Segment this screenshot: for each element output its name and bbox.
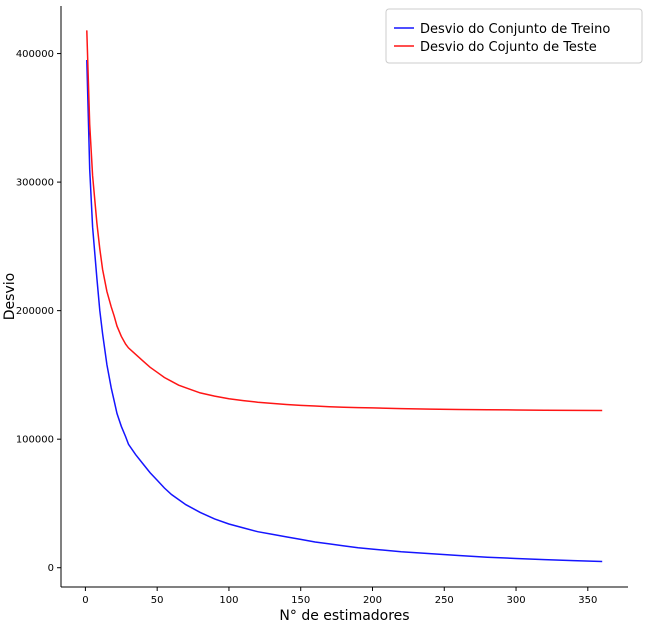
y-tick-label: 400000 [16, 49, 54, 60]
legend-label-train: Desvio do Conjunto de Treino [420, 22, 610, 37]
y-tick-label: 300000 [16, 178, 54, 189]
train-deviance-line [86, 59, 603, 563]
y-tick-label: 200000 [16, 306, 54, 317]
x-tick-label: 50 [151, 595, 164, 606]
x-tick-label: 250 [435, 595, 454, 606]
x-tick-label: 200 [363, 595, 382, 606]
test-deviance-line [86, 30, 603, 412]
x-tick-label: 350 [578, 595, 597, 606]
x-tick-label: 100 [219, 595, 238, 606]
plot-area [86, 30, 603, 563]
x-tick-label: 0 [82, 595, 88, 606]
legend-label-test: Desvio do Cojunto de Teste [420, 40, 597, 55]
y-axis-title: Desvio [2, 273, 18, 320]
x-axis-title: N° de estimadores [279, 608, 409, 622]
legend-box [385, 8, 643, 64]
y-tick-label: 100000 [16, 435, 54, 446]
x-tick-label: 300 [506, 595, 525, 606]
x-tick-label: 150 [291, 595, 310, 606]
legend: Desvio do Conjunto de Treino Desvio do C… [385, 8, 643, 64]
y-axis-ticks: 0 100000 200000 300000 400000 [16, 49, 61, 574]
y-tick-label: 0 [48, 563, 54, 574]
x-axis-ticks: 0 50 100 150 200 250 300 350 [82, 587, 597, 606]
